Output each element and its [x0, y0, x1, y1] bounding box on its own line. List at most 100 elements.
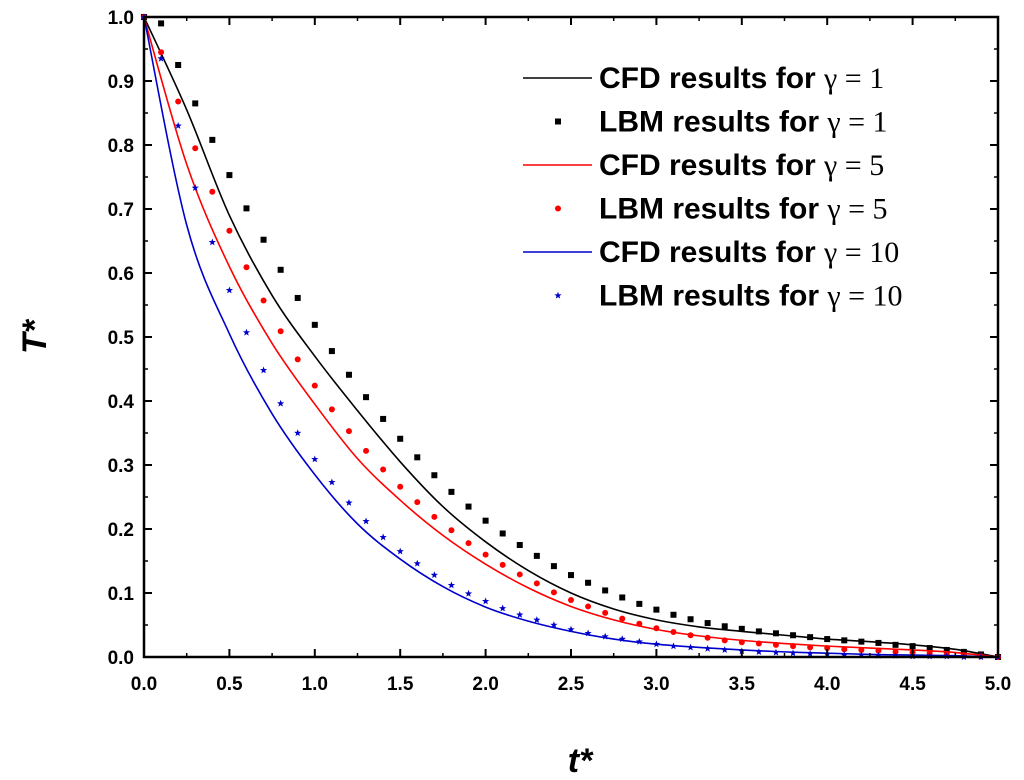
data-point	[790, 632, 797, 639]
data-point	[841, 637, 848, 644]
data-point	[721, 623, 728, 630]
data-point	[260, 236, 267, 243]
y-tick-label: 0.6	[108, 264, 134, 285]
data-point	[482, 517, 489, 524]
data-point	[567, 625, 575, 633]
legend-entry-4: LBM results for γ = 5	[555, 193, 888, 226]
data-point	[875, 647, 882, 654]
legend-label: LBM results for γ = 1	[599, 106, 888, 139]
y-axis-title: T*	[16, 318, 54, 354]
data-point	[191, 184, 199, 191]
data-point	[550, 589, 557, 596]
data-point	[585, 579, 592, 586]
data-point	[311, 321, 318, 328]
x-tick-label: 4.5	[899, 674, 926, 695]
data-point	[790, 643, 797, 650]
data-point	[550, 621, 558, 629]
data-point	[721, 637, 728, 644]
x-tick-label: 1.5	[387, 674, 414, 695]
data-point	[824, 645, 831, 652]
legend-label: LBM results for γ = 10	[599, 280, 903, 313]
data-point	[875, 639, 882, 646]
data-point	[960, 648, 967, 655]
data-point	[653, 606, 660, 613]
y-tick-label: 1.0	[108, 8, 134, 29]
data-point	[704, 620, 711, 627]
y-tick-label: 0.2	[108, 520, 134, 541]
legend-label-text: LBM results for	[599, 106, 827, 139]
x-axis-title: t*	[568, 742, 594, 780]
y-tick-label: 0.3	[108, 456, 134, 477]
data-point	[738, 625, 745, 632]
data-point	[413, 559, 421, 567]
y-tick-label: 0.1	[108, 584, 135, 605]
data-point	[414, 454, 421, 461]
data-point	[807, 644, 814, 651]
data-point	[619, 594, 626, 601]
data-point	[669, 642, 678, 650]
legend-marker-swatch	[555, 205, 561, 212]
data-point	[192, 145, 199, 152]
data-point	[208, 238, 216, 246]
data-point	[909, 643, 916, 650]
series-4	[141, 14, 1001, 660]
data-point	[738, 639, 745, 646]
data-point	[686, 643, 695, 651]
data-point	[550, 563, 557, 570]
data-point	[806, 650, 814, 657]
series-line	[143, 16, 999, 658]
data-point	[345, 498, 353, 506]
data-point	[157, 54, 165, 62]
data-point	[225, 286, 234, 294]
legend-label-text: LBM results for	[599, 280, 827, 313]
data-point	[585, 603, 592, 610]
data-point	[226, 227, 233, 234]
data-point	[277, 399, 285, 407]
legend-marker-swatch	[554, 291, 562, 299]
series-1	[143, 16, 999, 658]
data-point	[601, 632, 609, 640]
data-point	[636, 620, 643, 627]
data-point	[499, 530, 506, 537]
data-point	[858, 646, 865, 653]
legend-label: LBM results for γ = 5	[599, 193, 888, 226]
y-tick-label: 0.0	[108, 648, 134, 669]
data-point	[448, 488, 455, 495]
data-point	[772, 641, 779, 648]
data-point	[824, 636, 831, 643]
legend-label-gamma: γ = 5	[823, 149, 884, 182]
data-point	[533, 580, 540, 587]
data-point	[482, 551, 489, 558]
data-point	[294, 356, 301, 363]
data-point	[362, 517, 370, 525]
data-point	[755, 648, 763, 655]
data-point	[328, 348, 335, 355]
data-point	[209, 188, 216, 195]
legend-label-gamma: γ = 1	[823, 62, 884, 95]
data-point	[175, 62, 182, 68]
data-point	[755, 640, 762, 647]
data-point	[636, 600, 643, 607]
series-3	[143, 16, 999, 658]
data-point	[243, 205, 250, 212]
data-point	[943, 646, 950, 653]
data-point	[380, 466, 387, 473]
data-point	[379, 533, 387, 541]
legend-entry-3: CFD results for γ = 5	[523, 149, 884, 182]
data-point	[430, 571, 438, 579]
data-point	[311, 382, 318, 389]
data-point	[516, 610, 524, 618]
x-tick-label: 2.0	[472, 674, 498, 695]
y-tick-label: 0.5	[108, 328, 135, 349]
data-point	[704, 644, 712, 652]
data-point	[892, 648, 899, 655]
data-point	[533, 552, 540, 559]
data-point	[242, 328, 251, 336]
y-tick-label: 0.8	[108, 136, 134, 157]
data-point	[499, 604, 507, 612]
data-point	[874, 651, 883, 659]
data-point	[209, 136, 216, 143]
x-tick-label: 5.0	[985, 674, 1011, 695]
data-point	[277, 328, 284, 335]
